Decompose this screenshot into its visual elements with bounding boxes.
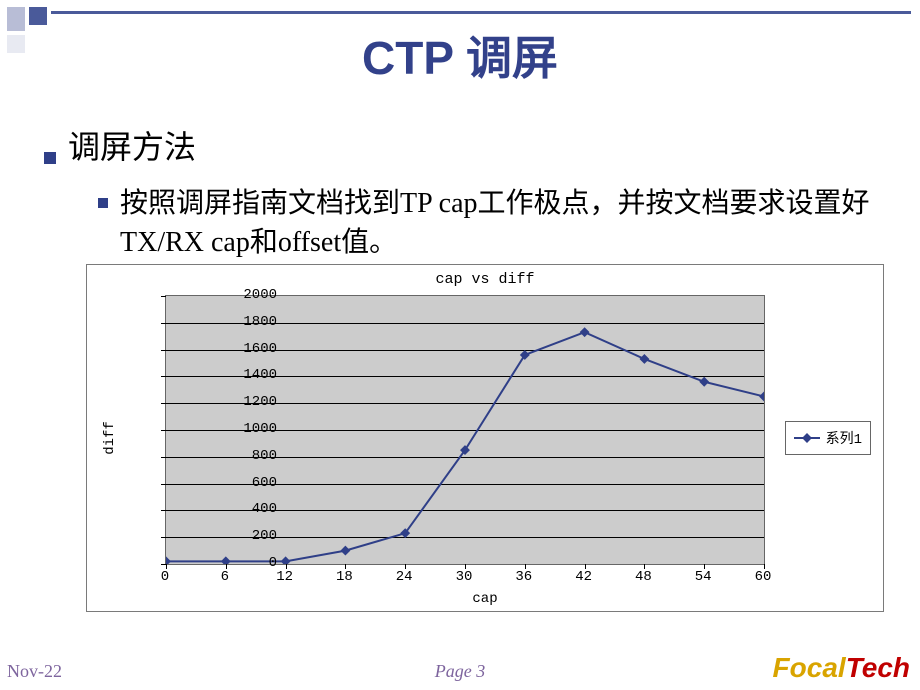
- xtick-label: 18: [336, 569, 353, 585]
- series-marker: [520, 350, 530, 360]
- series-marker: [166, 556, 171, 564]
- xtick-label: 30: [456, 569, 473, 585]
- xtick-label: 12: [276, 569, 293, 585]
- chart-ylabel: diff: [102, 421, 118, 455]
- chart-container: cap vs diff diff cap 系列1 020040060080010…: [86, 264, 884, 612]
- xtick-label: 60: [755, 569, 772, 585]
- bullet-level2: 按照调屏指南文档找到TP cap工作极点，并按文档要求设置好TX/RX cap和…: [98, 184, 874, 262]
- footer-date: Nov-22: [7, 661, 62, 682]
- bullet2-text: 按照调屏指南文档找到TP cap工作极点，并按文档要求设置好TX/RX cap和…: [120, 184, 874, 262]
- xtick-label: 36: [515, 569, 532, 585]
- xtick-label: 42: [575, 569, 592, 585]
- logo-focal: Focal: [773, 652, 846, 683]
- ytick-label: 800: [237, 448, 277, 464]
- header-divider: [51, 11, 911, 14]
- ytick-label: 600: [237, 475, 277, 491]
- ytick-label: 2000: [237, 287, 277, 303]
- series-marker: [281, 556, 291, 564]
- content-area: 调屏方法 按照调屏指南文档找到TP cap工作极点，并按文档要求设置好TX/RX…: [44, 122, 874, 276]
- ytick-label: 400: [237, 501, 277, 517]
- ytick-label: 1600: [237, 341, 277, 357]
- legend-marker-icon: [794, 437, 820, 439]
- series-marker: [639, 354, 649, 364]
- xtick-label: 6: [221, 569, 229, 585]
- legend-label: 系列1: [826, 428, 862, 448]
- series-marker: [580, 327, 590, 337]
- series-marker: [699, 377, 709, 387]
- legend: 系列1: [785, 421, 871, 455]
- bullet-square-icon: [98, 198, 108, 208]
- series-marker: [759, 392, 764, 402]
- footer-page: Page 3: [435, 661, 485, 682]
- xtick-label: 24: [396, 569, 413, 585]
- footer-logo: FocalTech: [773, 654, 910, 682]
- bullet-level1: 调屏方法: [44, 122, 874, 168]
- series-marker: [221, 556, 231, 564]
- ytick-label: 1000: [237, 421, 277, 437]
- ytick-label: 200: [237, 528, 277, 544]
- ytick-label: 1200: [237, 394, 277, 410]
- ytick-label: 1800: [237, 314, 277, 330]
- xtick-label: 0: [161, 569, 169, 585]
- chart-xlabel: cap: [87, 591, 883, 607]
- series-marker: [340, 546, 350, 556]
- xtick-label: 54: [695, 569, 712, 585]
- ytick-label: 0: [237, 555, 277, 571]
- logo-tech: Tech: [846, 652, 910, 683]
- bullet-square-icon: [44, 152, 56, 164]
- slide-title: CTP 调屏: [0, 22, 920, 88]
- xtick-label: 48: [635, 569, 652, 585]
- bullet1-text: 调屏方法: [68, 122, 196, 168]
- ytick-label: 1400: [237, 367, 277, 383]
- chart-title: cap vs diff: [87, 271, 883, 288]
